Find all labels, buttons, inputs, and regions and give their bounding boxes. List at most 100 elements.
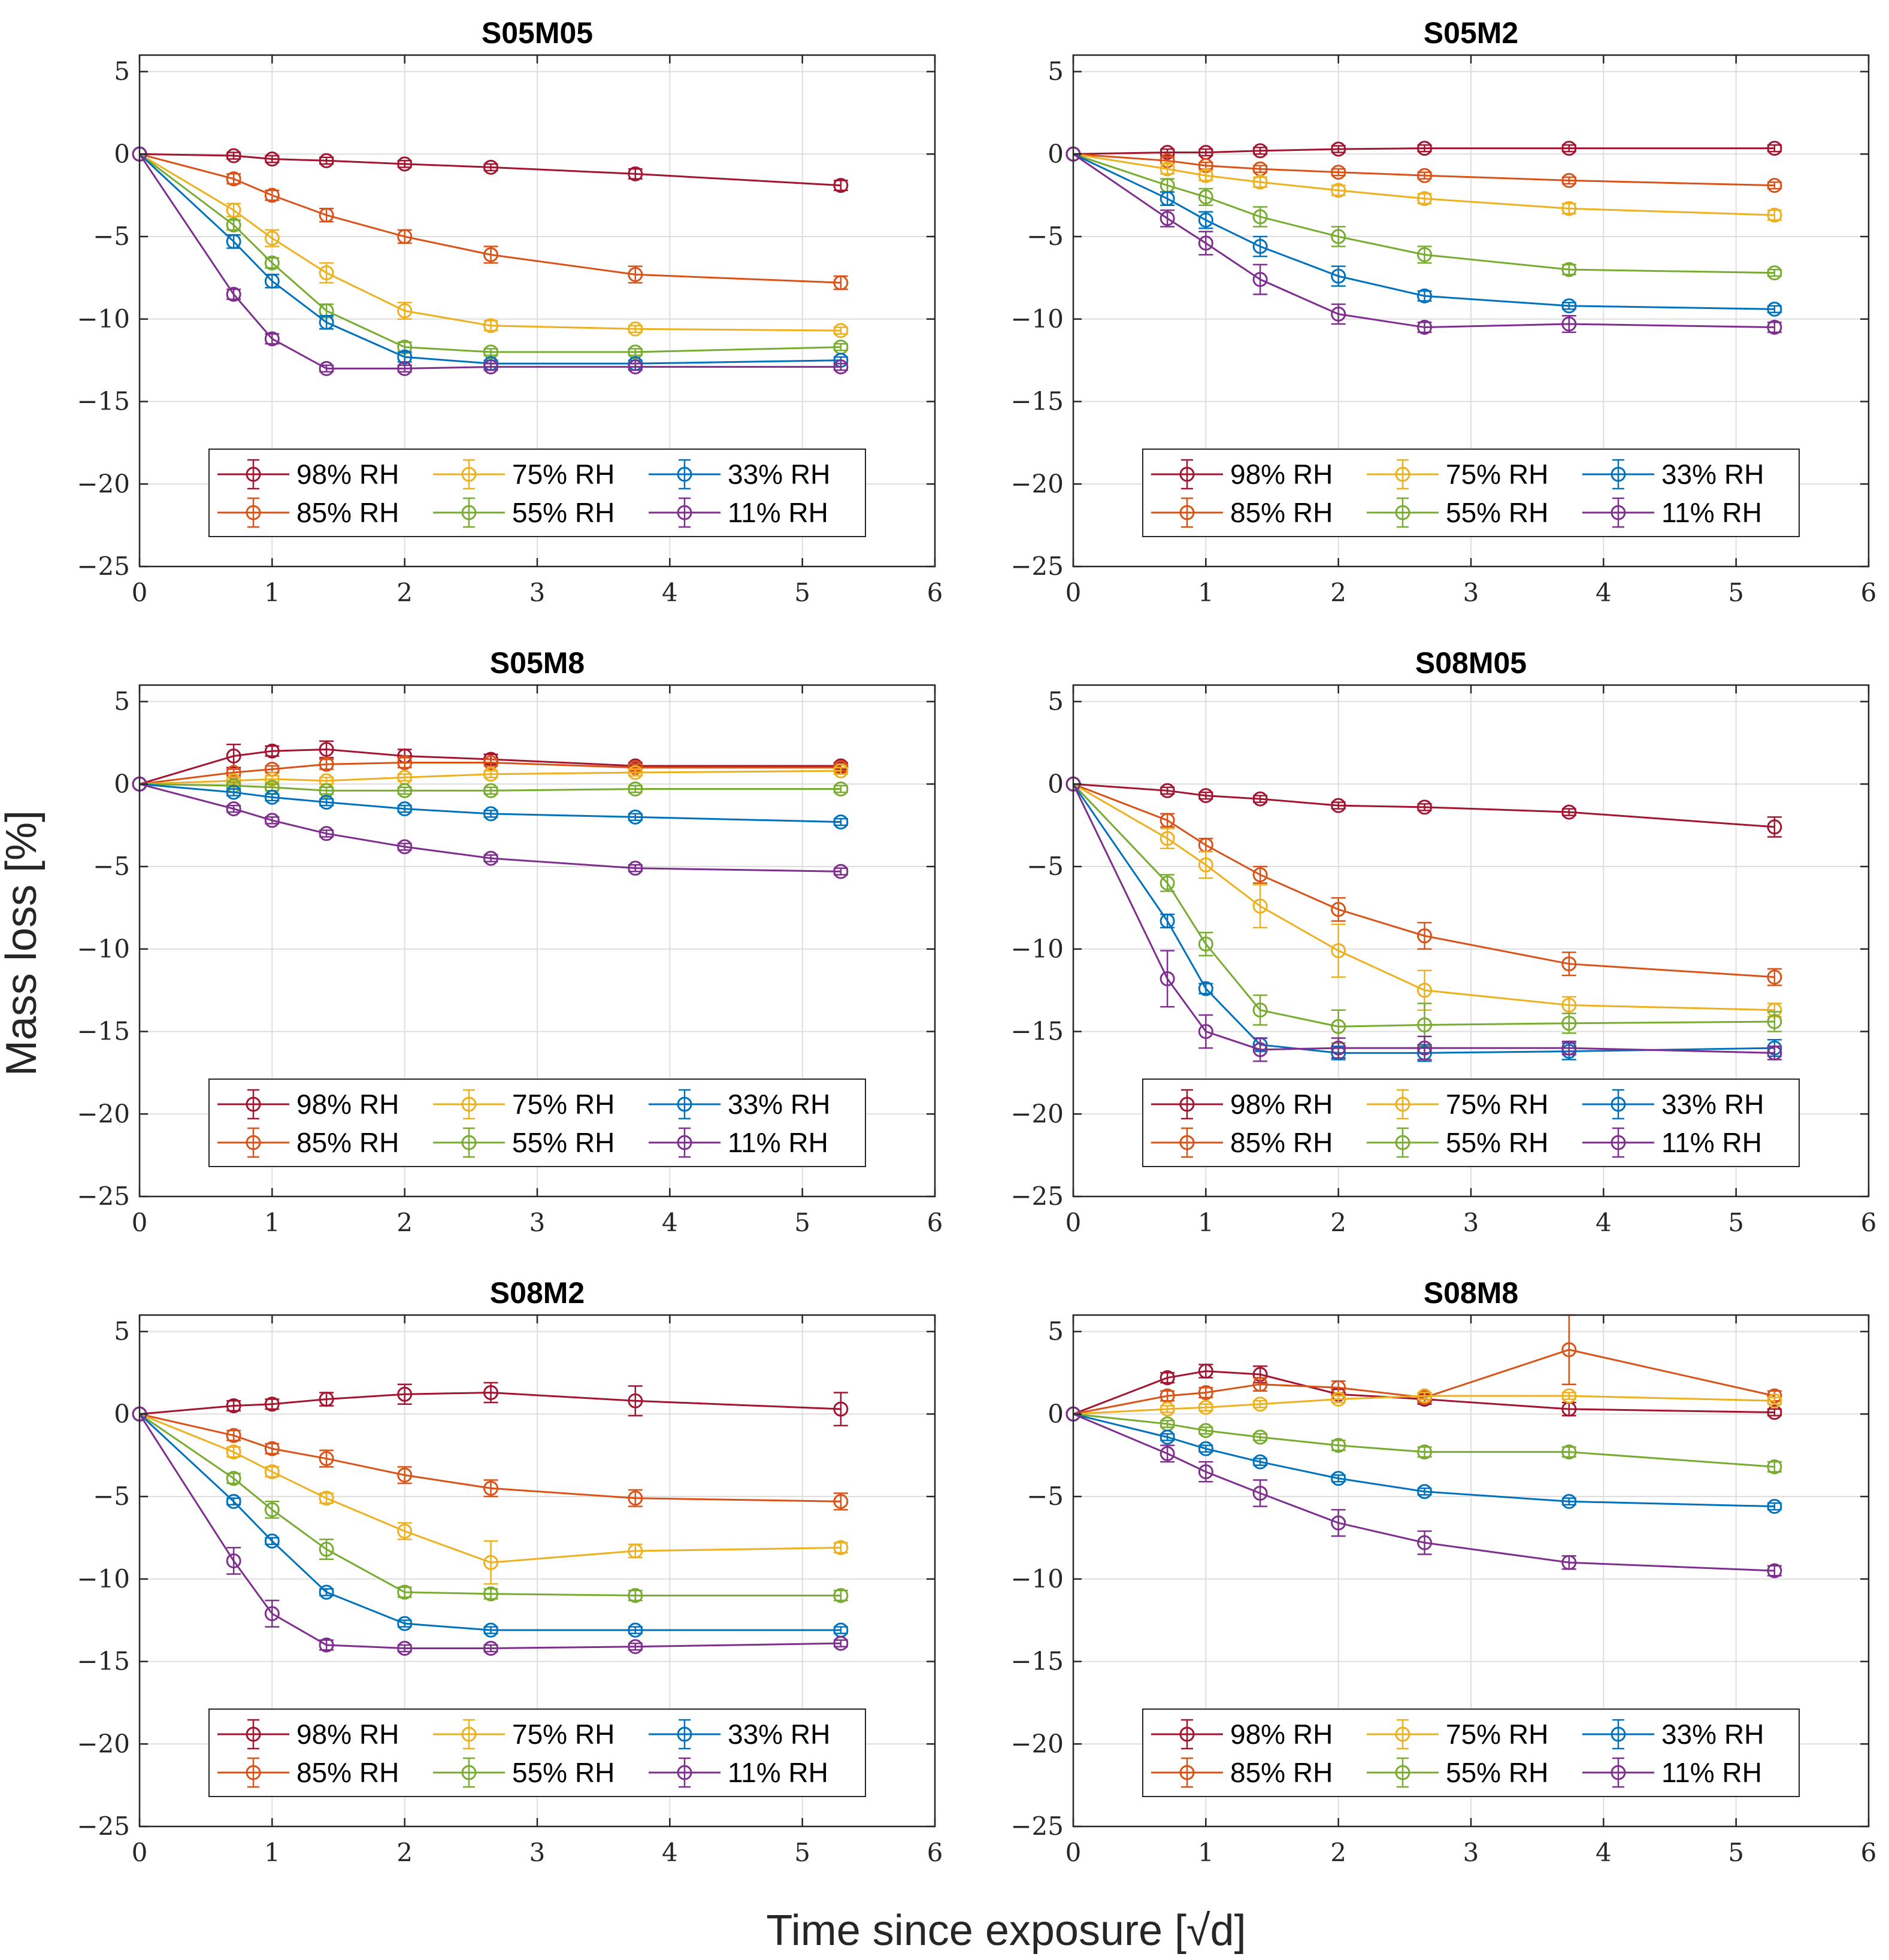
y-tick-label: −25 (1010, 1811, 1064, 1841)
chart-title: S08M8 (1424, 1276, 1518, 1310)
data-point (1198, 1385, 1213, 1400)
series-line (1072, 783, 1775, 1028)
legend-label: 33% RH (1661, 1089, 1764, 1120)
data-point (1331, 902, 1346, 917)
data-point (1767, 1405, 1782, 1420)
data-point (1331, 1471, 1346, 1486)
data-point (1767, 1393, 1782, 1408)
y-tick-label: −25 (1010, 1182, 1064, 1211)
data-point (628, 1588, 643, 1603)
data-point (1160, 813, 1175, 828)
data-point (833, 178, 849, 193)
chart-panel-s08m2: 0 1 2 3 4 5 6 5 0 −5 −10 −15 −20 −25 S08M2 98% RH 85% RH… (77, 1276, 943, 1867)
chart-title: S08M2 (490, 1276, 585, 1310)
data-point (1198, 1364, 1213, 1379)
legend-box (1142, 449, 1800, 537)
x-tick-label: 2 (396, 578, 413, 607)
data-point (483, 755, 499, 770)
data-point (483, 318, 499, 334)
legend-marker (1179, 1726, 1195, 1742)
legend-label: 85% RH (1230, 1757, 1333, 1788)
data-point (1561, 1040, 1577, 1056)
series-75-rh (1065, 1388, 1782, 1422)
series-33-rh (1065, 146, 1782, 317)
chart-panel-s05m2: 0 1 2 3 4 5 6 5 0 −5 −10 −15 −20 −25 S05M2 98% RH 85% RH… (1010, 16, 1876, 607)
y-tick-label: 0 (114, 769, 130, 798)
data-point (1160, 876, 1175, 891)
legend-marker (1395, 466, 1410, 482)
series-98-rh (1065, 776, 1782, 838)
data-point (1417, 141, 1433, 156)
legend-label: 98% RH (1230, 1089, 1333, 1120)
data-point (397, 229, 413, 244)
legend-marker (1395, 1765, 1410, 1780)
data-point (319, 314, 334, 330)
data-point (1417, 1484, 1433, 1499)
data-point (1561, 262, 1577, 277)
x-tick-label: 1 (264, 1838, 280, 1867)
data-point (1561, 804, 1577, 820)
data-point (483, 159, 499, 175)
series-line (1072, 783, 1775, 1054)
data-point (833, 864, 849, 879)
data-point (1252, 1002, 1268, 1018)
y-tick-label: −20 (77, 469, 130, 498)
data-point (483, 359, 499, 375)
data-point (833, 359, 849, 375)
legend-label: 33% RH (728, 459, 830, 490)
data-point (1331, 1380, 1346, 1395)
series-98-rh (132, 146, 849, 193)
y-tick-label: −20 (77, 1099, 130, 1128)
data-point (1417, 928, 1433, 944)
legend-label: 75% RH (1446, 459, 1548, 490)
data-point (319, 1585, 334, 1600)
data-point (628, 344, 643, 360)
data-point (1767, 301, 1782, 317)
series-55-rh (1065, 1406, 1782, 1474)
chart-panel-s05m8: 0 1 2 3 4 5 6 5 0 −5 −10 −15 −20 −25 S05M8 98% RH 85% RH… (77, 646, 943, 1237)
x-tick-label: 6 (1861, 1838, 1877, 1867)
data-point (483, 1385, 499, 1400)
legend-label: 98% RH (296, 1089, 399, 1120)
x-tick-label: 4 (1596, 1208, 1612, 1237)
data-point (1561, 1388, 1577, 1404)
x-tick-label: 3 (529, 578, 546, 607)
data-point (226, 286, 241, 302)
y-tick-label: −20 (1010, 469, 1064, 498)
data-point (1417, 1535, 1433, 1550)
y-tick-label: −15 (77, 387, 130, 416)
legend-label: 85% RH (1230, 497, 1333, 528)
chart-panel-s05m05: 0 1 2 3 4 5 6 5 0 −5 −10 −15 −20 −25 S05M05 98% RH 85% R… (77, 16, 943, 607)
data-point (1417, 320, 1433, 335)
legend-label: 85% RH (296, 1127, 399, 1158)
y-tick-label: 5 (114, 687, 130, 716)
data-point (628, 809, 643, 825)
x-tick-label: 2 (1330, 578, 1346, 607)
x-tick-label: 3 (1463, 1838, 1479, 1867)
data-point (397, 156, 413, 172)
legend-label: 55% RH (1446, 497, 1548, 528)
data-point (1561, 298, 1577, 314)
series-line (138, 153, 841, 369)
series-11-rh (132, 1406, 849, 1656)
data-point (1160, 191, 1175, 207)
data-point (226, 171, 241, 187)
x-tick-label: 0 (132, 1838, 148, 1867)
y-tick-label: −15 (1010, 1017, 1064, 1046)
y-tick-label: −25 (77, 1182, 130, 1211)
legend-label: 11% RH (728, 1127, 828, 1158)
legend-marker (461, 1096, 477, 1112)
data-point (483, 783, 499, 798)
y-tick-label: 5 (114, 57, 130, 86)
data-point (1198, 1399, 1213, 1415)
data-point (397, 1386, 413, 1402)
data-point (1160, 211, 1175, 226)
y-tick-label: −10 (77, 304, 130, 334)
data-point (1198, 168, 1213, 183)
data-point (628, 765, 643, 780)
legend-label: 75% RH (1446, 1089, 1548, 1120)
legend-box (208, 1079, 866, 1167)
data-point (1767, 265, 1782, 281)
legend-marker (461, 1765, 477, 1780)
series-55-rh (132, 146, 849, 360)
